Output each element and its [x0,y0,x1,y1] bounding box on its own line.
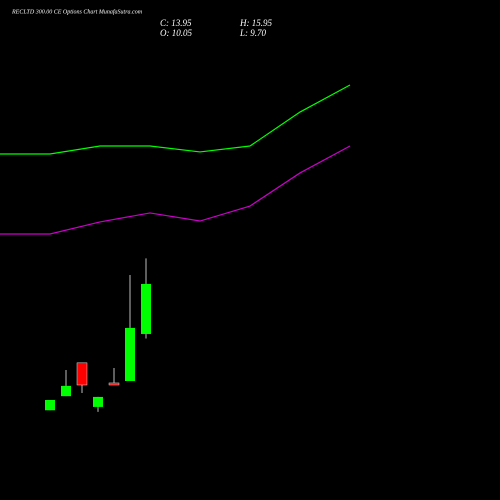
open-text: O: 10.05 [160,28,192,38]
low-text: L: 9.70 [239,28,267,38]
high-text: H: 15.95 [239,18,272,28]
candle-body [141,283,151,334]
close-text: C: 13.95 [160,18,192,28]
indicator-line [0,84,351,155]
candle-body [76,362,88,386]
candle-body [45,400,55,411]
candle-body [93,396,103,407]
chart-title: RECLTD 300.00 CE Options Chart MunafaSut… [11,8,143,15]
candle-body [125,327,135,382]
candle-body [61,385,71,397]
indicator-line [0,145,351,235]
candle-body [108,382,120,386]
